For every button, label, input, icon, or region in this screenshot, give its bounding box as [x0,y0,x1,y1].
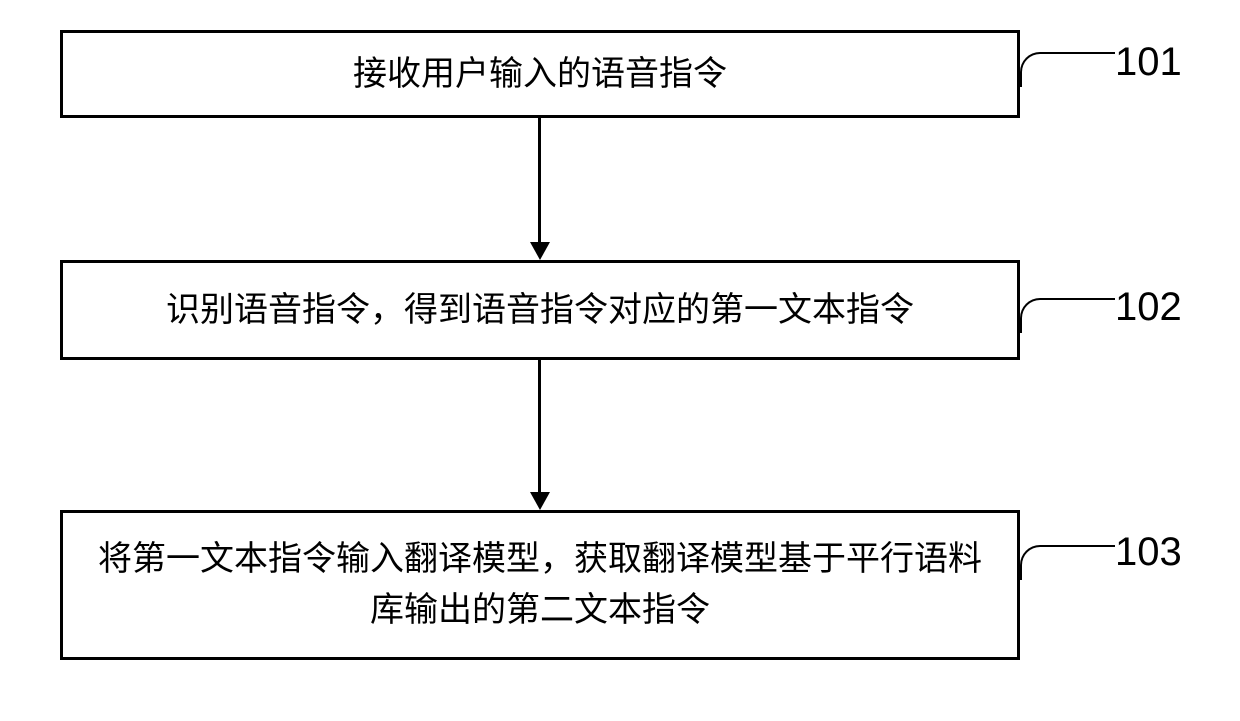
arrow-1-head [530,242,550,260]
step-3-text: 将第一文本指令输入翻译模型，获取翻译模型基于平行语料库输出的第二文本指令 [93,534,987,636]
label-1: 101 [1115,40,1182,85]
arrow-2-head [530,492,550,510]
step-1-text: 接收用户输入的语音指令 [353,49,727,100]
step-2-text: 识别语音指令，得到语音指令对应的第一文本指令 [166,285,914,336]
connector-2 [1020,298,1115,333]
label-3: 103 [1115,530,1182,575]
arrow-1-line [538,118,541,243]
flowchart-step-3: 将第一文本指令输入翻译模型，获取翻译模型基于平行语料库输出的第二文本指令 [60,510,1020,660]
connector-1 [1020,52,1115,87]
flowchart-step-1: 接收用户输入的语音指令 [60,30,1020,118]
connector-3 [1020,545,1115,580]
arrow-2-line [538,360,541,493]
label-2: 102 [1115,285,1182,330]
flowchart-step-2: 识别语音指令，得到语音指令对应的第一文本指令 [60,260,1020,360]
